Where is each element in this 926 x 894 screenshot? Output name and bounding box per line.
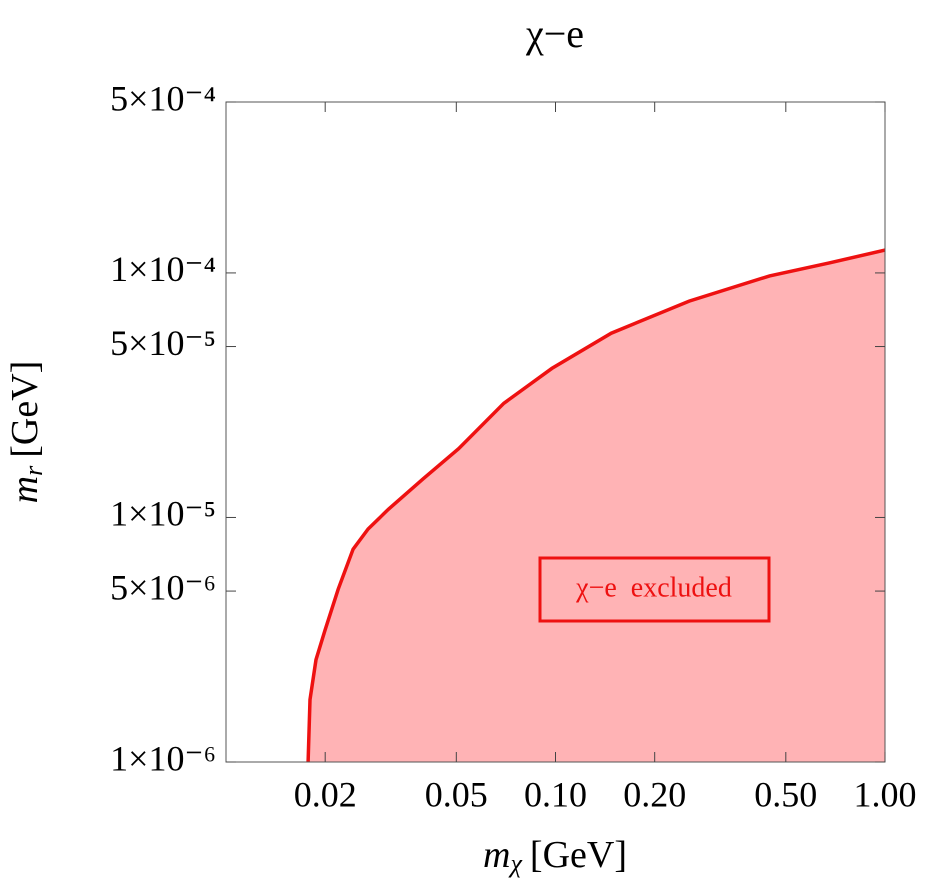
y-label-unit: [GeV] — [4, 361, 46, 458]
annotation: χ−e excluded — [575, 572, 732, 603]
y-label-symbol: m — [4, 476, 46, 503]
x-axis-label: mχ [GeV] — [483, 834, 627, 878]
x-label-subscript: χ — [507, 849, 522, 878]
annotation-box — [538, 556, 771, 623]
x-tick-label: 1.00 — [854, 774, 917, 814]
y-tick-label: 1×10⁻⁵ — [110, 494, 216, 534]
x-tick-label: 0.20 — [623, 774, 686, 814]
x-tick-label: 0.50 — [754, 774, 817, 814]
y-label-subscript: r — [19, 465, 48, 476]
y-tick-label: 5×10⁻⁵ — [110, 323, 216, 363]
y-tick-label: 5×10⁻⁴ — [110, 78, 216, 118]
y-axis-label: mr [GeV] — [4, 361, 48, 504]
y-tick-label: 1×10⁻⁴ — [110, 249, 216, 289]
x-tick-label: 0.05 — [425, 774, 488, 814]
x-tick-label: 0.10 — [524, 774, 587, 814]
x-tick-label: 0.02 — [294, 774, 357, 814]
y-tick-label: 1×10⁻⁶ — [110, 738, 216, 778]
chart-title: χ−e — [525, 11, 584, 56]
x-label-symbol: m — [483, 834, 510, 876]
area-fill — [308, 250, 886, 762]
area-line — [306, 248, 886, 763]
y-tick-label: 5×10⁻⁶ — [110, 567, 216, 607]
x-label-unit: [GeV] — [530, 834, 627, 876]
